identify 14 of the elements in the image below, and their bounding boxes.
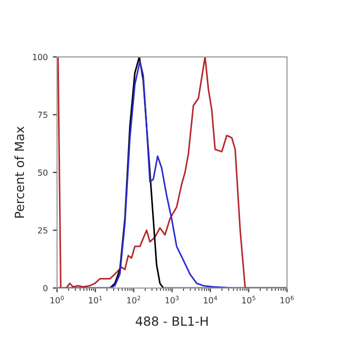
- y-tick-label: 0: [43, 284, 48, 292]
- x-tick-label: 10$^{4}$: [204, 296, 218, 304]
- x-tick-label: 10$^{3}$: [166, 296, 179, 304]
- y-tick-label: 50: [38, 169, 48, 176]
- y-tick-label: 25: [38, 227, 48, 234]
- y-tick-label: 100: [33, 54, 48, 60]
- y-tick-label: 75: [38, 112, 48, 118]
- x-tick-label: 10$^{5}$: [242, 296, 256, 304]
- x-tick-label: 10$^{0}$: [50, 296, 64, 304]
- x-tick-label: 10$^{2}$: [127, 296, 140, 304]
- x-tick-label: 10$^{6}$: [280, 296, 294, 304]
- x-tick-label: 10$^{1}$: [88, 296, 102, 304]
- x-axis-title: 488 - BL1-H: [136, 316, 208, 326]
- y-axis-title: Percent of Max: [14, 126, 24, 218]
